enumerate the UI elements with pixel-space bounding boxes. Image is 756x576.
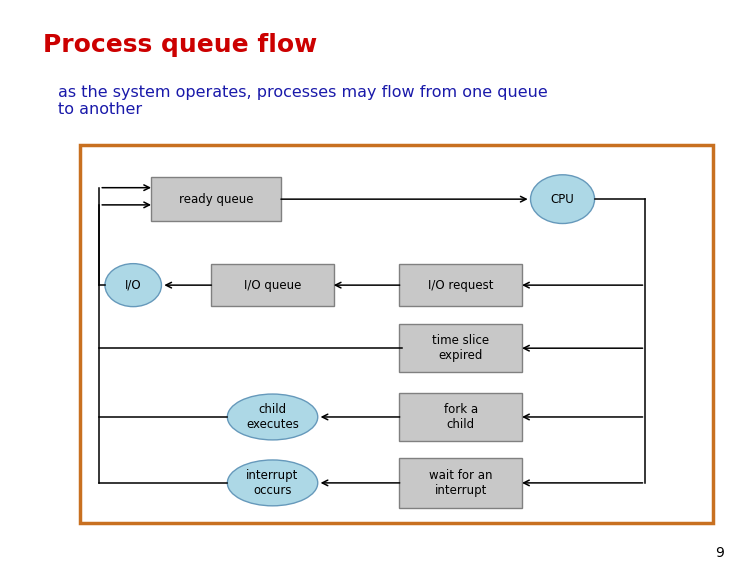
Text: I/O: I/O <box>125 279 141 291</box>
Text: Process queue flow: Process queue flow <box>43 33 317 57</box>
Text: fork a
child: fork a child <box>444 403 478 431</box>
FancyBboxPatch shape <box>399 458 522 508</box>
Text: as the system operates, processes may flow from one queue
to another: as the system operates, processes may fl… <box>58 85 547 117</box>
Ellipse shape <box>228 394 318 440</box>
Text: interrupt
occurs: interrupt occurs <box>246 469 299 497</box>
Text: I/O request: I/O request <box>428 279 494 291</box>
Text: 9: 9 <box>716 546 724 560</box>
Text: ready queue: ready queue <box>179 192 253 206</box>
FancyBboxPatch shape <box>211 264 334 306</box>
FancyBboxPatch shape <box>399 264 522 306</box>
Text: child
executes: child executes <box>246 403 299 431</box>
Text: I/O queue: I/O queue <box>244 279 301 291</box>
Ellipse shape <box>531 175 594 223</box>
Ellipse shape <box>228 460 318 506</box>
Ellipse shape <box>105 264 162 306</box>
FancyBboxPatch shape <box>399 393 522 441</box>
Text: CPU: CPU <box>550 192 575 206</box>
FancyBboxPatch shape <box>80 145 713 523</box>
Text: wait for an
interrupt: wait for an interrupt <box>429 469 493 497</box>
FancyBboxPatch shape <box>399 324 522 372</box>
FancyBboxPatch shape <box>151 177 281 221</box>
Text: time slice
expired: time slice expired <box>432 334 489 362</box>
